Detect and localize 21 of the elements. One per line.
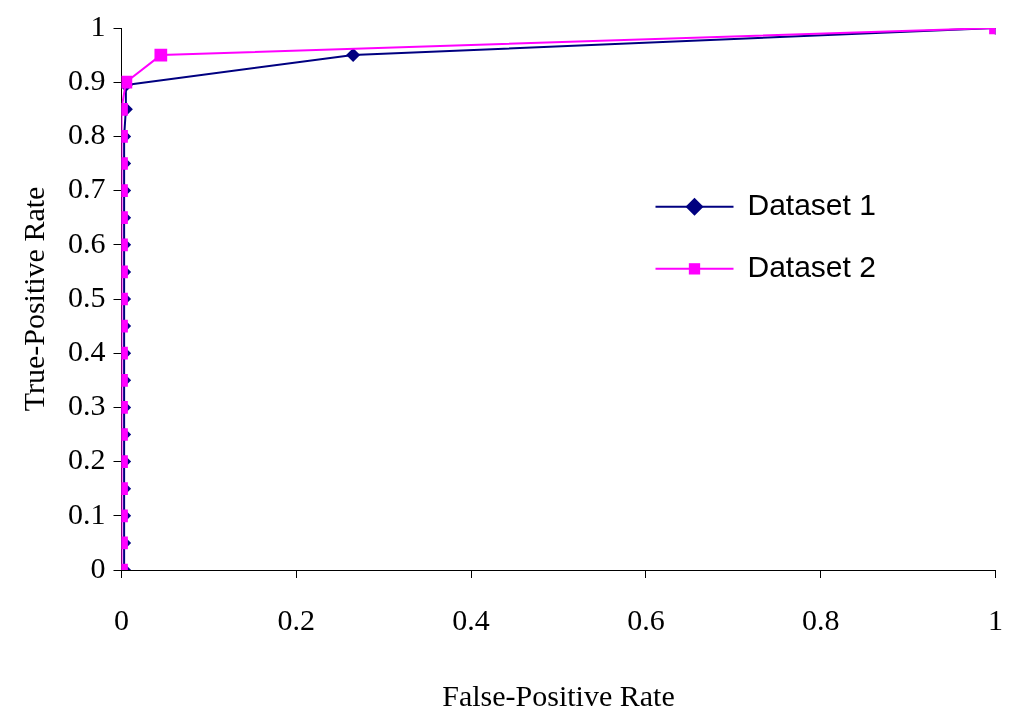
- x-tick-label: 0.8: [801, 602, 840, 636]
- x-tick-label: 0.6: [627, 602, 665, 636]
- y-tick-label: 0.8: [68, 117, 106, 151]
- x-axis-title: False-Positive Rate: [442, 678, 675, 712]
- x-tick-label: 0: [114, 602, 129, 636]
- y-tick-label: 0.5: [68, 279, 106, 313]
- x-tick-label: 0.4: [452, 602, 490, 636]
- x-tick-label: 0.2: [277, 602, 316, 636]
- legend-label: Dataset 2: [747, 250, 876, 284]
- y-tick-label: 0.2: [68, 442, 106, 476]
- y-tick-label: 0.7: [68, 171, 106, 205]
- y-tick-label: 0.6: [68, 225, 106, 259]
- x-tick-label: 1: [988, 602, 1003, 636]
- legend-label: Dataset 1: [747, 188, 876, 222]
- y-tick-label: 0.1: [68, 496, 106, 530]
- y-axis-title: True-Positive Rate: [16, 186, 50, 412]
- y-tick-label: 0.9: [68, 63, 106, 97]
- y-tick-label: 0.4: [68, 334, 106, 368]
- y-tick-label: 1: [90, 8, 106, 42]
- y-tick-label: 0.3: [68, 388, 106, 422]
- y-tick-label: 0: [90, 550, 106, 584]
